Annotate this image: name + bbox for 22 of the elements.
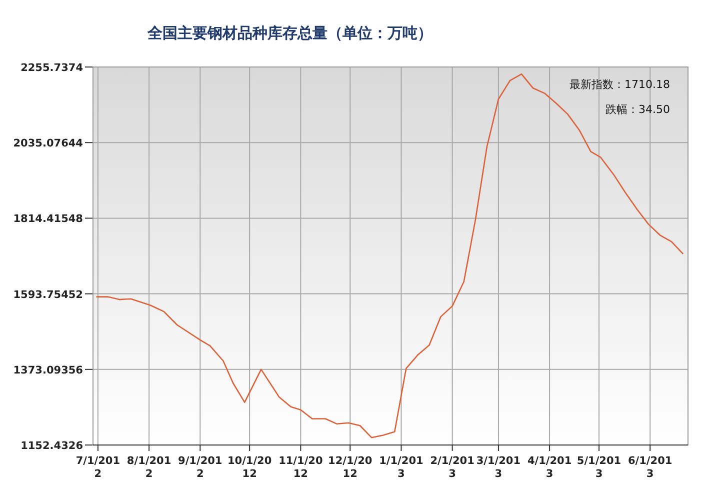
x-tick-label: 6/1/2013 [628, 455, 672, 480]
y-tick-label: 2255.7374 [20, 62, 83, 74]
y-tick-label: 1373.09356 [13, 364, 83, 376]
x-tick-label: 8/1/2012 [126, 455, 172, 480]
x-tick-label: 1/1/2013 [379, 455, 424, 480]
y-tick-label: 1814.41548 [13, 213, 83, 226]
annotation: 最新指数：1710.18 [570, 78, 670, 91]
x-tick-label: 5/1/2013 [576, 455, 622, 480]
annotation: 跌幅：34.50 [606, 103, 670, 116]
y-tick-label: 2035.07644 [13, 138, 83, 150]
x-tick-label: 10/1/2012 [227, 455, 272, 480]
chart-title: 全国主要钢材品种库存总量（单位：万吨） [146, 24, 432, 42]
x-tick-label: 7/1/2012 [76, 455, 120, 480]
line-series [96, 73, 684, 438]
x-tick-label: 12/1/2012 [328, 455, 372, 480]
x-tick-label: 9/1/2012 [178, 455, 222, 480]
y-tick-label: 1152.4326 [20, 440, 83, 452]
x-tick-label: 3/1/2013 [476, 455, 521, 480]
x-tick-label: 4/1/2013 [527, 455, 572, 480]
y-tick-label: 1593.75452 [13, 288, 83, 301]
x-tick-label: 2/1/2013 [430, 455, 474, 480]
x-tick-label: 11/1/2012 [278, 455, 323, 480]
